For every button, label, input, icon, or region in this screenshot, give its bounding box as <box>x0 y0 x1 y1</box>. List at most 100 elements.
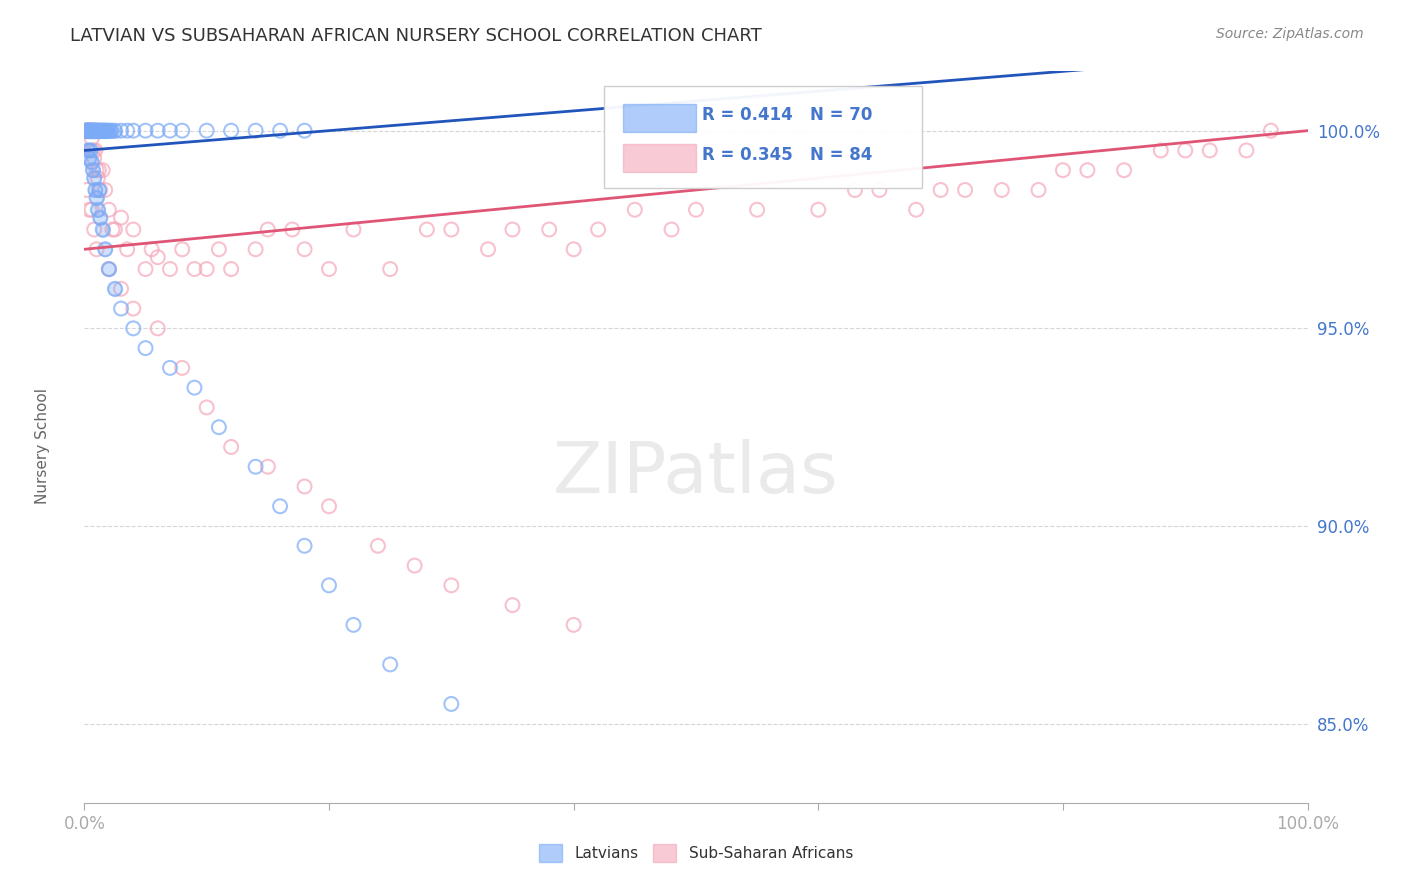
Point <box>747 202 769 217</box>
Point <box>135 341 157 355</box>
Point <box>83 152 105 166</box>
Point <box>97 202 120 217</box>
Point <box>82 123 104 137</box>
Point <box>82 123 104 137</box>
Point <box>135 123 157 137</box>
Point <box>75 123 97 137</box>
Point <box>87 171 110 186</box>
Point <box>91 222 114 236</box>
Point <box>342 618 364 632</box>
Point <box>96 123 118 137</box>
Point <box>502 598 524 612</box>
Point <box>318 578 340 592</box>
Point <box>87 202 110 217</box>
Point <box>91 163 114 178</box>
Point <box>562 618 585 632</box>
Point <box>380 262 402 277</box>
Point <box>84 144 107 158</box>
Point <box>844 183 866 197</box>
Point <box>90 123 112 137</box>
Point <box>77 123 100 137</box>
Point <box>122 301 145 316</box>
Point <box>477 242 499 256</box>
Point <box>269 123 291 137</box>
Point <box>94 242 117 256</box>
Point <box>77 123 100 137</box>
Point <box>87 202 110 217</box>
Point <box>97 262 120 277</box>
Point <box>84 123 107 137</box>
Point <box>146 250 169 264</box>
Point <box>80 155 103 169</box>
Point <box>83 123 105 137</box>
Point <box>89 211 111 225</box>
Point <box>87 163 110 178</box>
Point <box>89 123 111 137</box>
Point <box>87 183 110 197</box>
Point <box>83 123 105 137</box>
Point <box>294 242 316 256</box>
Point <box>80 123 103 137</box>
Point <box>104 123 127 137</box>
Point <box>183 262 205 277</box>
Point <box>101 222 124 236</box>
Point <box>97 123 120 137</box>
FancyBboxPatch shape <box>605 86 922 188</box>
Point <box>97 262 120 277</box>
Point <box>380 657 402 672</box>
Point <box>87 123 110 137</box>
Point <box>86 123 108 137</box>
Point <box>87 123 110 137</box>
Point <box>77 152 100 166</box>
Point <box>110 123 132 137</box>
Point <box>94 183 117 197</box>
Point <box>100 123 122 137</box>
Point <box>83 123 105 137</box>
Point <box>195 123 218 137</box>
Point <box>905 202 928 217</box>
Point <box>80 123 103 137</box>
Point <box>1174 144 1197 158</box>
Point <box>96 123 118 137</box>
Point <box>82 163 104 178</box>
Point <box>91 222 114 236</box>
Point <box>661 222 683 236</box>
Point <box>172 242 194 256</box>
Point <box>84 123 107 137</box>
Point <box>183 381 205 395</box>
Point <box>77 123 100 137</box>
Point <box>269 500 291 514</box>
Point <box>318 262 340 277</box>
Point <box>89 211 111 225</box>
Point <box>77 144 100 158</box>
Point <box>77 144 100 158</box>
Point <box>80 131 103 145</box>
Point <box>97 123 120 137</box>
Point <box>135 262 157 277</box>
Point <box>84 123 107 137</box>
Point <box>1076 163 1098 178</box>
Point <box>146 123 169 137</box>
Point <box>93 123 115 137</box>
Point <box>115 123 138 137</box>
Point <box>87 183 110 197</box>
Point <box>76 123 98 137</box>
Point <box>562 242 585 256</box>
Point <box>257 222 280 236</box>
Point <box>1260 123 1282 137</box>
Point <box>77 123 100 137</box>
Point <box>77 123 100 137</box>
Point <box>93 123 115 137</box>
Point <box>624 202 647 217</box>
Text: Nursery School: Nursery School <box>35 388 49 504</box>
Point <box>294 539 316 553</box>
Point <box>91 123 114 137</box>
Point <box>80 123 103 137</box>
Point <box>807 202 830 217</box>
Text: R = 0.414   N = 70: R = 0.414 N = 70 <box>702 106 873 124</box>
Point <box>440 222 463 236</box>
Point <box>77 123 100 137</box>
Point <box>141 242 163 256</box>
Point <box>122 222 145 236</box>
Point <box>90 123 112 137</box>
